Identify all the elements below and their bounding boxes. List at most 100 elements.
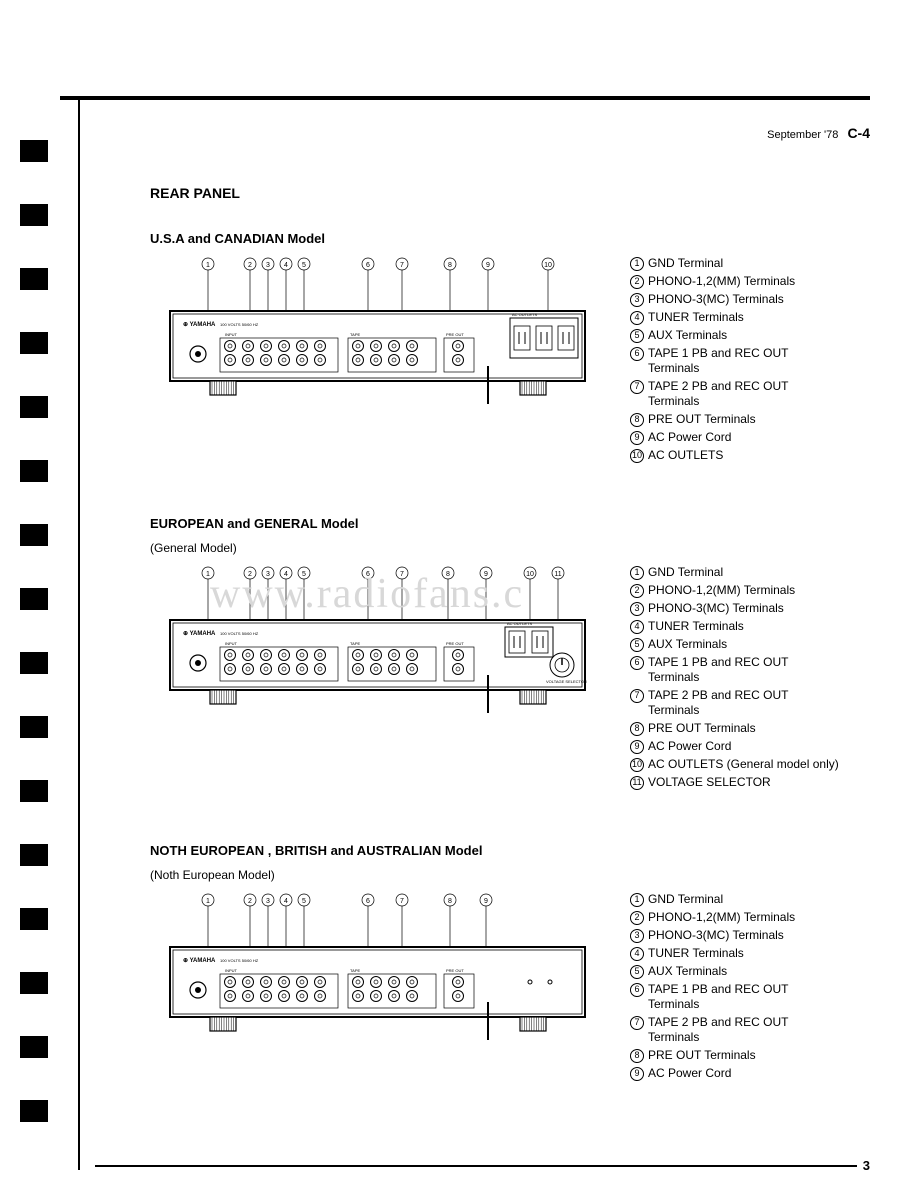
legend-item: 2 PHONO-1,2(MM) Terminals — [630, 910, 840, 925]
legend: 1GND Terminal2PHONO-1,2(MM) Terminals3PH… — [630, 256, 840, 466]
svg-text:⊕ YAMAHA: ⊕ YAMAHA — [183, 322, 216, 328]
model-subtitle: (Noth European Model) — [150, 868, 870, 882]
legend-item: 8PRE OUT Terminals — [630, 721, 840, 736]
svg-text:TAPE: TAPE — [350, 968, 360, 973]
svg-text:6: 6 — [366, 262, 370, 269]
legend-number: 7 — [630, 689, 644, 703]
legend: 1 GND Terminal 2 PHONO-1,2(MM) Terminals 3 PH… — [630, 565, 840, 793]
legend: 1GND Terminal 2 PHONO-1,2(MM) Terminals 3PH… — [630, 892, 840, 1084]
model-block: EUROPEAN and GENERAL Model(General Model… — [150, 516, 870, 793]
svg-text:1: 1 — [206, 571, 210, 578]
legend-item: 9 AC Power Cord — [630, 739, 840, 754]
legend-number: 1 — [630, 566, 644, 580]
legend-item: 5AUX Terminals — [630, 637, 840, 652]
legend-text: TAPE 2 PB and REC OUT Terminals — [648, 1015, 840, 1045]
svg-text:100 VOLTS 50/60 HZ: 100 VOLTS 50/60 HZ — [220, 631, 259, 636]
svg-text:PRE OUT: PRE OUT — [446, 332, 464, 337]
legend-text: TAPE 2 PB and REC OUT Terminals — [648, 688, 840, 718]
svg-text:10: 10 — [526, 571, 534, 578]
legend-item: 7 TAPE 2 PB and REC OUT Terminals — [630, 688, 840, 718]
legend-text: GND Terminal — [648, 892, 840, 907]
svg-text:10: 10 — [544, 262, 552, 269]
legend-number: 3 — [630, 929, 644, 943]
model-row: 12345678910 ⊕ YAMAHA 100 VOLTS 50/60 HZ … — [150, 256, 870, 466]
legend-text: GND Terminal — [648, 256, 840, 271]
svg-text:5: 5 — [302, 571, 306, 578]
legend-number: 11 — [630, 776, 644, 790]
legend-text: PRE OUT Terminals — [648, 1048, 840, 1063]
svg-text:9: 9 — [484, 898, 488, 905]
svg-text:1: 1 — [206, 898, 210, 905]
svg-text:8: 8 — [448, 898, 452, 905]
legend-item: 6TAPE 1 PB and REC OUT Terminals — [630, 982, 840, 1012]
model-block: U.S.A and CANADIAN Model12345678910 ⊕ YA… — [150, 231, 870, 466]
legend-item: 5AUX Terminals — [630, 964, 840, 979]
legend-text: AUX Terminals — [648, 637, 840, 652]
page-header: September '78 C-4 — [767, 125, 870, 141]
legend-item: 4 TUNER Terminals — [630, 310, 840, 325]
legend-text: PHONO-1,2(MM) Terminals — [648, 274, 840, 289]
legend-number: 4 — [630, 311, 644, 325]
model-block: NOTH EUROPEAN , BRITISH and AUSTRALIAN M… — [150, 843, 870, 1084]
legend-number: 4 — [630, 947, 644, 961]
legend-text: PHONO-1,2(MM) Terminals — [648, 910, 840, 925]
legend-item: 1 GND Terminal — [630, 256, 840, 271]
content: REAR PANEL U.S.A and CANADIAN Model12345… — [150, 185, 870, 1134]
legend-item: 6 TAPE 1 PB and REC OUT Terminals — [630, 655, 840, 685]
svg-text:6: 6 — [366, 571, 370, 578]
legend-text: TUNER Terminals — [648, 310, 840, 325]
legend-number: 3 — [630, 602, 644, 616]
svg-text:3: 3 — [266, 898, 270, 905]
legend-number: 2 — [630, 911, 644, 925]
legend-item: 7TAPE 2 PB and REC OUT Terminals — [630, 1015, 840, 1045]
legend-number: 2 — [630, 584, 644, 598]
svg-text:⊕ YAMAHA: ⊕ YAMAHA — [183, 958, 216, 964]
legend-item: 5 AUX Terminals — [630, 328, 840, 343]
legend-item: 3 PHONO-3(MC) Terminals — [630, 601, 840, 616]
legend-text: AC Power Cord — [648, 1066, 840, 1081]
svg-text:7: 7 — [400, 262, 404, 269]
legend-item: 3PHONO-3(MC) Terminals — [630, 292, 840, 307]
legend-text: TAPE 2 PB and REC OUT Terminals — [648, 379, 840, 409]
svg-text:2: 2 — [248, 898, 252, 905]
section-title: REAR PANEL — [150, 185, 870, 201]
legend-text: TAPE 1 PB and REC OUT Terminals — [648, 655, 840, 685]
svg-text:7: 7 — [400, 571, 404, 578]
svg-text:7: 7 — [400, 898, 404, 905]
legend-text: PHONO-1,2(MM) Terminals — [648, 583, 840, 598]
legend-text: TUNER Terminals — [648, 946, 840, 961]
svg-text:INPUT: INPUT — [225, 641, 238, 646]
svg-text:AC OUTLETS: AC OUTLETS — [512, 312, 537, 317]
legend-text: TUNER Terminals — [648, 619, 840, 634]
header-date: September '78 — [767, 129, 838, 141]
legend-number: 3 — [630, 293, 644, 307]
legend-number: 9 — [630, 740, 644, 754]
svg-text:⊕ YAMAHA: ⊕ YAMAHA — [183, 631, 216, 637]
legend-text: TAPE 1 PB and REC OUT Terminals — [648, 346, 840, 376]
legend-text: VOLTAGE SELECTOR — [648, 775, 840, 790]
model-title: NOTH EUROPEAN , BRITISH and AUSTRALIAN M… — [150, 843, 870, 858]
legend-number: 7 — [630, 380, 644, 394]
legend-text: PRE OUT Terminals — [648, 721, 840, 736]
legend-item: 8PRE OUT Terminals — [630, 1048, 840, 1063]
svg-text:11: 11 — [554, 571, 561, 578]
legend-item: 6TAPE 1 PB and REC OUT Terminals — [630, 346, 840, 376]
legend-number: 6 — [630, 656, 644, 670]
legend-item: 1GND Terminal — [630, 892, 840, 907]
legend-text: AC OUTLETS — [648, 448, 840, 463]
legend-number: 4 — [630, 620, 644, 634]
legend-number: 5 — [630, 329, 644, 343]
svg-text:9: 9 — [484, 571, 488, 578]
legend-number: 1 — [630, 257, 644, 271]
legend-text: GND Terminal — [648, 565, 840, 580]
legend-item: 9AC Power Cord — [630, 1066, 840, 1081]
legend-item: 3PHONO-3(MC) Terminals — [630, 928, 840, 943]
svg-text:3: 3 — [266, 571, 270, 578]
legend-text: AC Power Cord — [648, 739, 840, 754]
legend-text: PHONO-3(MC) Terminals — [648, 601, 840, 616]
legend-text: AUX Terminals — [648, 328, 840, 343]
svg-text:5: 5 — [302, 898, 306, 905]
model-row: 1234567891011 ⊕ YAMAHA 100 VOLTS 50/60 H… — [150, 565, 870, 793]
svg-text:9: 9 — [486, 262, 490, 269]
legend-number: 10 — [630, 449, 644, 463]
